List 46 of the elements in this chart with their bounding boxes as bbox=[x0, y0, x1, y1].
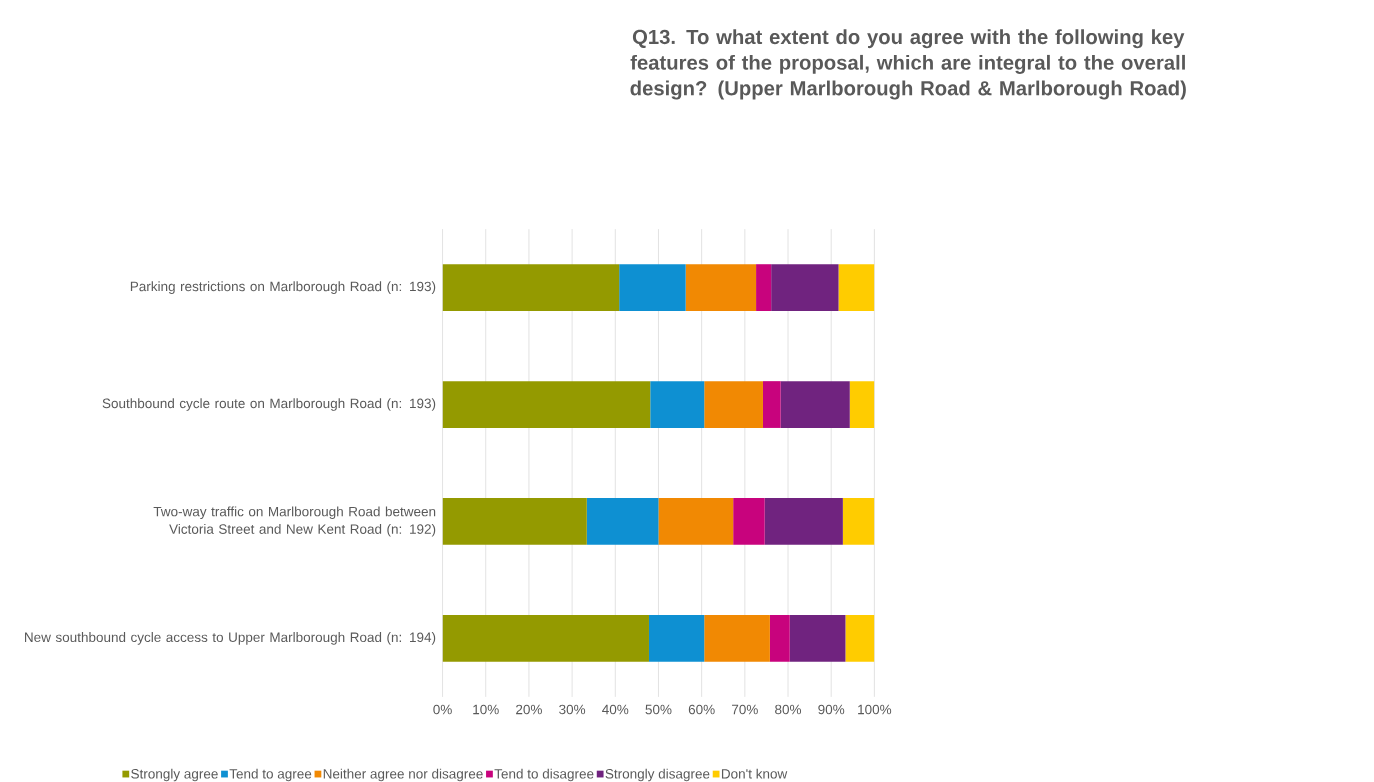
x-tick-label: 10% bbox=[473, 704, 499, 715]
bar bbox=[842, 498, 875, 545]
bar bbox=[769, 614, 790, 662]
chart-title: Q13. To what extent do you agree with the following key features of the proposal, which are integral to the overall design? (Upper Marlborough Road & Marlborough Road) bbox=[630, 29, 1186, 100]
bar bbox=[762, 381, 781, 428]
bar bbox=[442, 381, 651, 428]
x-tick-label: 100% bbox=[858, 704, 892, 715]
bar bbox=[685, 264, 757, 311]
bar bbox=[442, 264, 620, 311]
bar bbox=[780, 381, 850, 428]
bar bbox=[845, 614, 875, 662]
y-tick-label: Southbound cycle route on Marlborough Road (n: 193) bbox=[102, 398, 436, 411]
bar bbox=[648, 614, 705, 662]
x-tick-label: 20% bbox=[516, 704, 542, 715]
bar bbox=[442, 498, 587, 545]
y-tick-label: New southbound cycle access to Upper Marlborough Road (n: 194) bbox=[25, 632, 436, 645]
bar bbox=[789, 614, 846, 662]
x-tick-label: 50% bbox=[645, 704, 672, 715]
y-tick-label: Parking restrictions on Marlborough Road (n: 193) bbox=[130, 281, 436, 294]
bar bbox=[586, 498, 659, 545]
legend-label: Strongly disagree bbox=[605, 768, 710, 782]
bar bbox=[658, 498, 734, 545]
x-tick-label: 80% bbox=[775, 704, 802, 715]
x-tick-label: 70% bbox=[732, 704, 758, 715]
x-tick-label: 60% bbox=[688, 704, 715, 715]
x-tick-label: 40% bbox=[602, 704, 629, 715]
x-tick-label: 0% bbox=[433, 704, 452, 715]
bar bbox=[838, 264, 875, 311]
legend-label: Tend to disagree bbox=[494, 768, 594, 782]
bar bbox=[704, 614, 770, 662]
legend-label: Neither agree nor disagree bbox=[323, 768, 483, 782]
legend-label: Tend to agree bbox=[229, 768, 312, 782]
bar bbox=[756, 264, 772, 311]
bar bbox=[619, 264, 686, 311]
bar bbox=[442, 614, 649, 662]
bar bbox=[764, 498, 843, 545]
y-tick-label: Two-way traffic on Marlborough Road between Victoria Street and New Kent Road (n: 192) bbox=[153, 506, 436, 537]
bar bbox=[849, 381, 875, 428]
bar bbox=[650, 381, 705, 428]
legend-label: Strongly agree bbox=[131, 768, 218, 782]
bar bbox=[704, 381, 763, 428]
bar bbox=[733, 498, 765, 545]
x-tick-label: 30% bbox=[559, 704, 586, 715]
legend-label: Don't know bbox=[721, 768, 788, 779]
x-tick-label: 90% bbox=[818, 704, 845, 715]
bar bbox=[771, 264, 839, 311]
